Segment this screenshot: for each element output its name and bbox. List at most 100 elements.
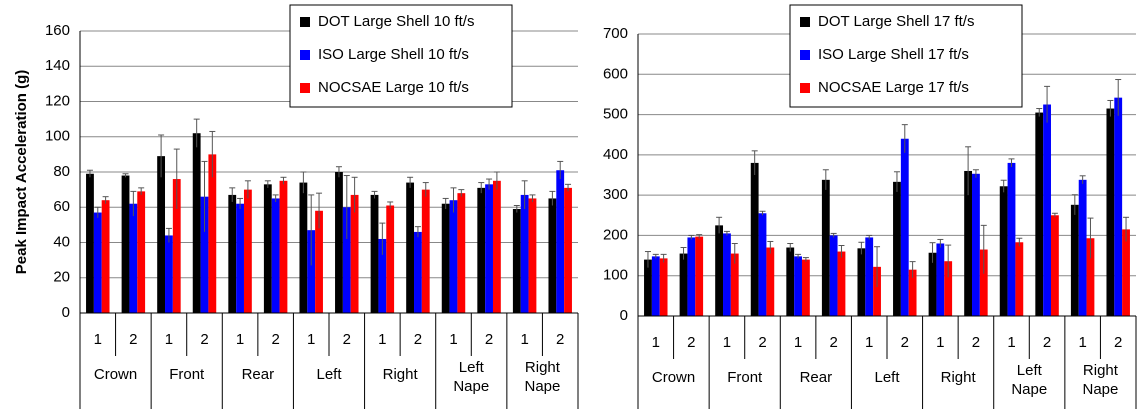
bar [449, 200, 458, 313]
legend-label: ISO Large Shell 10 ft/s [318, 46, 469, 63]
error-bar [822, 169, 829, 190]
error-bar [264, 180, 271, 188]
error-bar [767, 240, 774, 254]
group-label-line: Right [525, 359, 561, 376]
bar [307, 230, 316, 313]
error-bar [387, 201, 394, 210]
group-label: Front [727, 369, 763, 386]
error-bar [521, 180, 528, 210]
error-bar [909, 261, 916, 278]
group-label: Left [316, 366, 342, 383]
bar [857, 248, 866, 316]
error-bar [830, 232, 837, 238]
bar [1035, 112, 1044, 316]
bar [342, 207, 351, 313]
bar [837, 251, 846, 316]
error-bar [86, 169, 93, 178]
group-label: Rear [800, 369, 833, 386]
group-label: Crown [652, 369, 695, 386]
x-tick-label: 1 [936, 334, 944, 351]
group-label: Front [169, 366, 205, 383]
bar [1086, 238, 1095, 316]
bar [200, 196, 209, 313]
legend-label: DOT Large Shell 10 ft/s [318, 13, 474, 30]
error-bar [94, 206, 101, 218]
y-tick-label: 500 [603, 106, 628, 123]
error-bar [130, 190, 137, 217]
bar [93, 212, 102, 313]
y-tick-label: 200 [603, 226, 628, 243]
error-bar [414, 226, 421, 238]
bar [137, 191, 146, 313]
y-tick-label: 600 [603, 65, 628, 82]
x-tick-label: 2 [1043, 334, 1051, 351]
bar [1114, 97, 1123, 316]
x-tick-label: 1 [794, 334, 802, 351]
bar [750, 162, 759, 316]
y-tick-label: 300 [603, 186, 628, 203]
x-tick-label: 2 [485, 331, 493, 348]
error-bar [557, 160, 564, 180]
y-tick-label: 40 [53, 233, 70, 250]
bar [243, 189, 252, 313]
error-bar [1016, 237, 1023, 247]
error-bar [980, 224, 987, 274]
bar [1106, 108, 1115, 317]
bar [315, 210, 323, 313]
error-bar [795, 253, 802, 259]
bar [370, 194, 379, 313]
bar [651, 256, 660, 316]
bar [520, 194, 529, 313]
error-bar [351, 176, 358, 213]
legend-swatch [300, 50, 310, 60]
bar [873, 266, 881, 316]
x-tick-label: 2 [414, 331, 422, 348]
bar [228, 194, 237, 313]
legend-swatch [800, 17, 810, 27]
error-bar [102, 196, 109, 204]
bar [829, 235, 838, 316]
legend-swatch [300, 17, 310, 27]
error-bar [1079, 175, 1086, 184]
bar [208, 154, 217, 313]
error-bar [442, 197, 449, 210]
error-bar [513, 204, 520, 213]
error-bar [838, 245, 845, 258]
y-tick-label: 140 [45, 57, 70, 74]
legend-label: ISO Large Shell 17 ft/s [818, 46, 969, 63]
legend-swatch [300, 83, 310, 93]
bar [386, 205, 395, 313]
x-tick-label: 1 [236, 331, 244, 348]
bar [972, 173, 980, 316]
bar [715, 225, 724, 316]
bar [528, 198, 537, 313]
error-bar [209, 130, 216, 178]
group-label: Right Nape [1082, 362, 1118, 398]
x-tick-label: 2 [200, 331, 208, 348]
error-bar [937, 238, 944, 248]
bar [936, 243, 945, 316]
error-bar [945, 244, 952, 278]
bar [1078, 179, 1087, 316]
x-tick-label: 2 [829, 334, 837, 351]
bar [893, 181, 901, 316]
error-bar [450, 187, 457, 213]
y-tick-label: 160 [45, 22, 70, 39]
error-bar [1008, 158, 1015, 167]
error-bar [1123, 216, 1130, 242]
group-label: Left Nape [453, 359, 489, 395]
y-tick-label: 0 [620, 307, 628, 324]
bar [421, 189, 430, 313]
x-tick-label: 2 [972, 334, 980, 351]
error-bar [379, 222, 386, 255]
bar [457, 193, 466, 313]
bar [121, 175, 130, 313]
bar [548, 198, 557, 313]
error-bar [787, 242, 794, 252]
group-label: Left [874, 369, 900, 386]
bar [378, 238, 387, 313]
legend-label: NOCSAE Large 10 ft/s [318, 79, 469, 96]
error-bar [696, 234, 703, 239]
bar [679, 253, 688, 316]
